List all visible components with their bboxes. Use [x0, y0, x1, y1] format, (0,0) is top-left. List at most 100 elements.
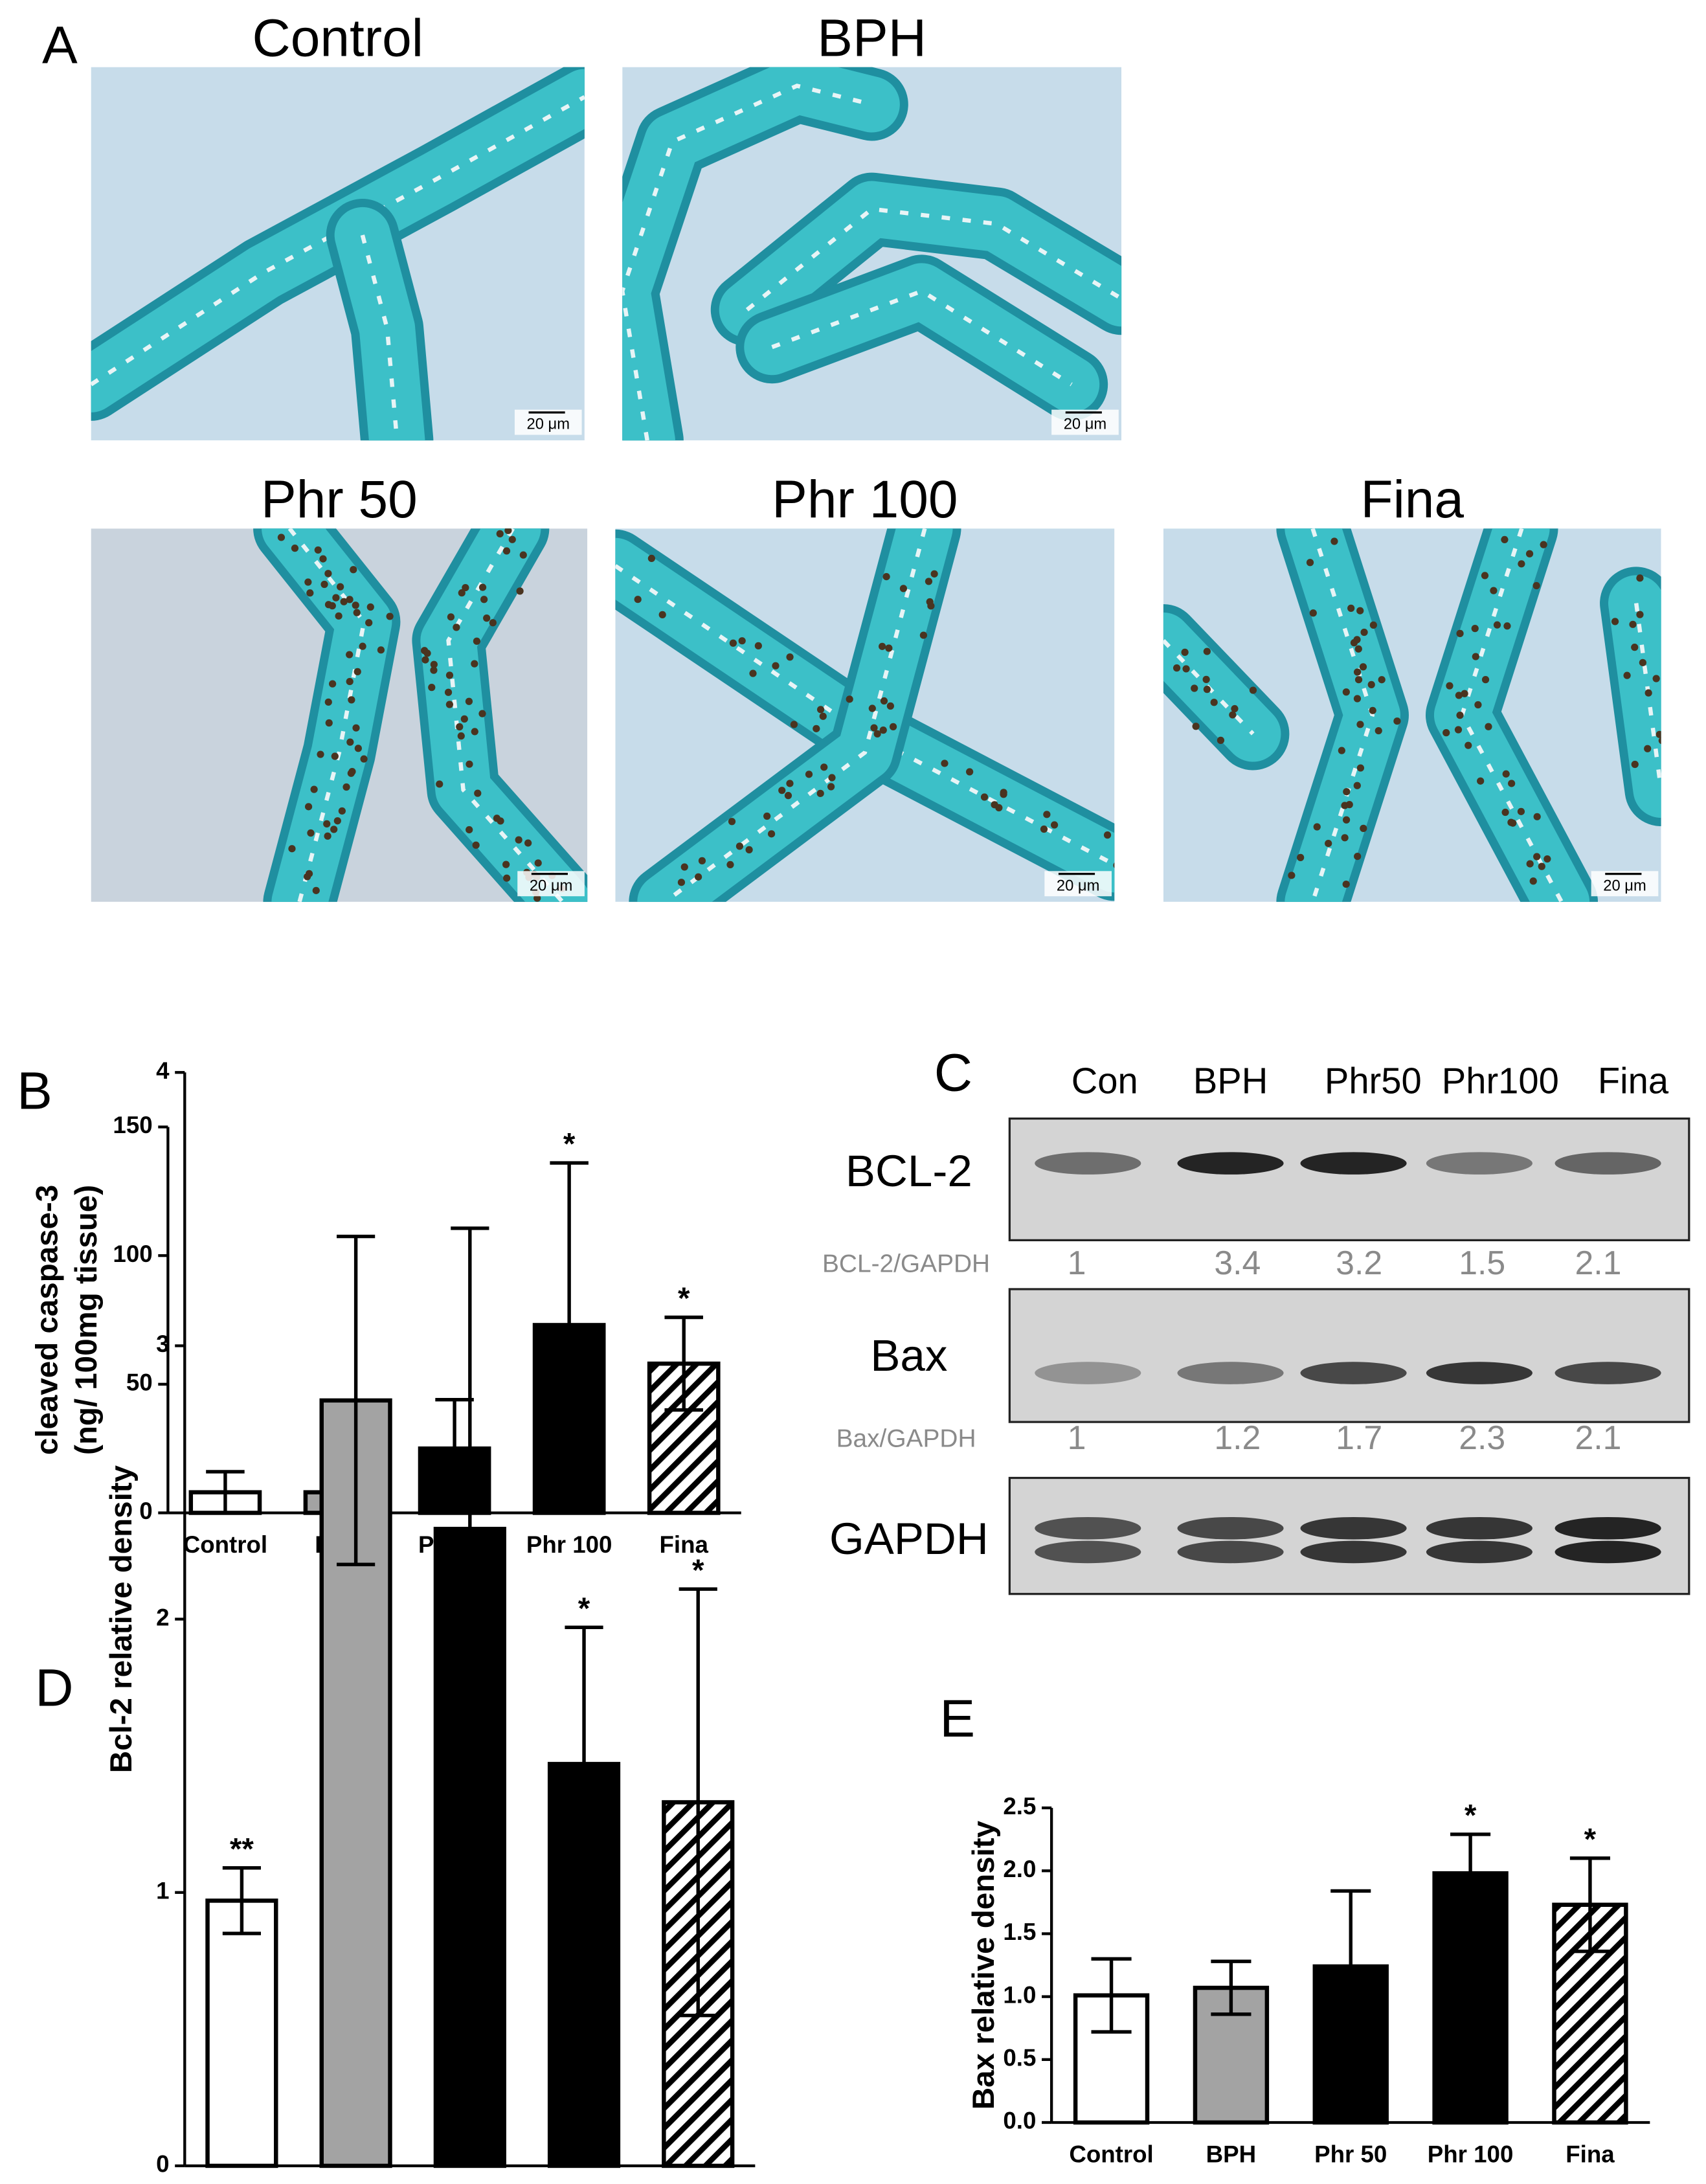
panel-label: C [934, 1043, 972, 1102]
nucleus [436, 780, 443, 788]
nucleus [879, 726, 887, 734]
micrograph-image [91, 510, 588, 919]
nucleus [1533, 853, 1541, 861]
nucleus [346, 677, 354, 686]
ratio-value: 1.2 [1214, 1419, 1261, 1456]
row-label: BCL-2 [846, 1145, 972, 1196]
nucleus [1309, 609, 1317, 617]
nucleus [1655, 730, 1661, 738]
ratio-value: 2.1 [1575, 1419, 1621, 1456]
band [1300, 1152, 1407, 1175]
nucleus [503, 874, 511, 882]
nucleus [899, 585, 908, 592]
bar [205, 1898, 278, 2168]
nucleus [478, 583, 487, 591]
scale-box [514, 409, 582, 435]
nucleus [1670, 732, 1677, 739]
error-bar [1211, 1959, 1251, 2016]
nucleus [1375, 726, 1382, 735]
band [1554, 1540, 1661, 1564]
nucleus [728, 818, 736, 826]
nucleus [1672, 675, 1679, 682]
nucleus [726, 861, 734, 869]
nucleus [516, 587, 524, 595]
nucleus [335, 612, 342, 620]
nucleus [333, 817, 341, 825]
nucleus [457, 732, 465, 740]
nucleus [352, 724, 360, 732]
nucleus [1501, 535, 1509, 544]
band [1035, 1152, 1141, 1175]
nucleus [1350, 639, 1358, 647]
nucleus [330, 826, 338, 833]
nucleus [304, 803, 313, 811]
nucleus [1345, 801, 1353, 809]
nucleus [472, 841, 480, 849]
nucleus [1532, 581, 1540, 590]
nucleus [1288, 872, 1296, 879]
nucleus [466, 826, 473, 834]
nucleus [466, 760, 473, 768]
nucleus [428, 684, 436, 692]
nucleus [1050, 821, 1059, 829]
nucleus [430, 666, 438, 674]
nucleus [479, 510, 486, 517]
lane-label: BPH [1193, 1060, 1268, 1101]
scale-box [1051, 409, 1119, 435]
nucleus [1040, 825, 1048, 833]
micrograph-image [622, 67, 1122, 441]
nucleus [754, 642, 762, 649]
nucleus [1369, 621, 1377, 629]
nucleus [846, 695, 853, 703]
nucleus [880, 697, 888, 705]
nucleus [1306, 559, 1314, 567]
nucleus [445, 701, 454, 708]
nucleus [312, 886, 320, 894]
nucleus [919, 631, 928, 639]
nucleus [386, 613, 394, 620]
ratio-value: 1.7 [1336, 1419, 1382, 1456]
x-tick-label: Fina [1566, 2141, 1615, 2167]
ratio-label: Bax/GAPDH [836, 1424, 976, 1452]
band [1177, 1362, 1284, 1384]
nucleus [515, 836, 522, 844]
nucleus [288, 845, 296, 853]
nucleus [819, 712, 827, 720]
nucleus [1145, 644, 1152, 651]
nucleus [1461, 690, 1468, 697]
tissue [360, 234, 399, 441]
x-tick-label: Fina [660, 1531, 709, 1558]
nucleus [1150, 644, 1158, 651]
nucleus [735, 842, 744, 850]
tissue [334, 207, 425, 441]
nucleus [377, 646, 385, 654]
nucleus [1526, 860, 1534, 868]
nucleus [827, 783, 835, 791]
band [1035, 1540, 1141, 1564]
nucleus [1665, 783, 1672, 791]
nucleus [1502, 770, 1510, 778]
significance: * [1465, 1799, 1477, 1833]
nucleus [1210, 699, 1218, 706]
error-bar [565, 1625, 603, 1903]
nucleus [1538, 862, 1545, 870]
scale-label: 20 μm [527, 416, 570, 433]
nucleus [966, 768, 974, 776]
nucleus [1636, 611, 1644, 618]
nucleus [1231, 704, 1239, 713]
nucleus [1393, 717, 1401, 725]
nucleus [328, 602, 336, 610]
nucleus [1501, 808, 1509, 816]
micrograph-title: Control [253, 8, 424, 67]
nucleus [319, 555, 327, 563]
nucleus [1529, 877, 1537, 885]
nucleus [647, 554, 655, 563]
micrograph: 20 μm [91, 510, 588, 919]
nucleus [496, 530, 504, 537]
nucleus [346, 738, 354, 746]
nucleus [325, 719, 333, 727]
nucleus [567, 912, 574, 919]
y-tick-label: 50 [126, 1369, 153, 1396]
nucleus [1446, 682, 1453, 690]
nucleus [873, 730, 881, 738]
